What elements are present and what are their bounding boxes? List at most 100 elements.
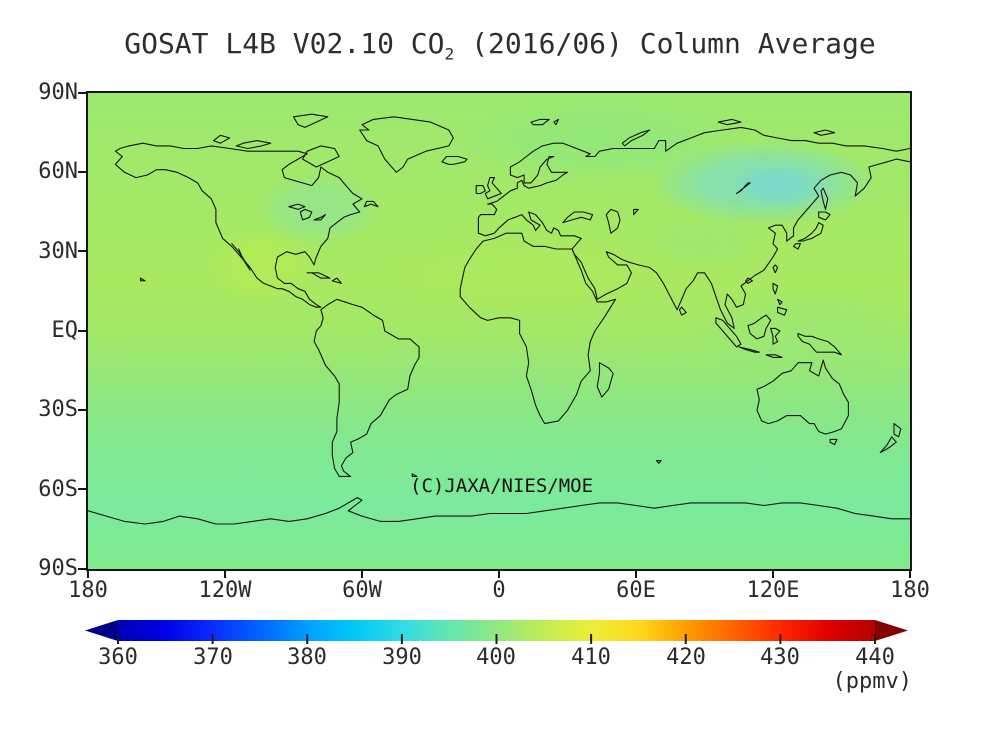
lon-tick-mark [361,569,363,578]
colorbar-tick-label: 410 [571,645,611,670]
colorbar-tick-label: 440 [855,645,895,670]
lon-tick-label: 60E [616,578,656,603]
coastline-segment [717,118,742,126]
lat-tick-label: EQ [51,318,79,343]
chart-title: GOSAT L4B V02.10 CO2 (2016/06) Column Av… [0,26,1000,64]
lat-tick-label: 90S [38,556,78,581]
coastline-segment [655,460,662,464]
lon-tick-label: 180 [890,578,930,603]
coastline-segment [235,140,272,150]
coastline-segment [313,298,420,477]
coastline-segment [477,126,910,329]
lon-tick-label: 180 [68,578,108,603]
lon-tick-mark [909,569,911,578]
coastline-segment [770,327,781,345]
coastlines [88,113,910,525]
lat-tick-label: 90N [38,80,78,105]
coastline-segment [756,359,849,435]
chart-title-subscript: 2 [444,44,455,64]
coastline-segment [818,211,831,221]
lat-tick-label: 30N [38,239,78,264]
coastline-segment [359,116,454,173]
coastline-segment [363,200,379,208]
lon-tick-mark [87,569,89,578]
coastline-segment [88,497,910,525]
lat-tick-mark [78,330,87,332]
coastline-segment [777,306,788,316]
lon-tick-mark [498,569,500,578]
coastline-segment [633,208,639,216]
coastline-segment [484,177,502,200]
chart-title-suffix: (2016/06) Column Average [454,27,876,60]
lat-tick-mark [78,171,87,173]
colorbar-left-arrow [85,620,118,641]
colorbar-tick-marks [117,634,876,644]
lat-tick-mark [78,92,87,94]
east-siberia-low-core [731,164,824,207]
coastline-segment [715,317,742,348]
lon-tick-mark [635,569,637,578]
lon-tick-mark [224,569,226,578]
lon-tick-label: 60W [342,578,382,603]
coastline-segment [114,142,363,308]
coastline-segment [553,118,559,126]
colorbar-tick-label: 380 [287,645,327,670]
colorbar [85,620,908,644]
coastline-segment [605,208,621,234]
lat-tick-label: 60N [38,159,78,184]
lon-tick-label: 120E [746,578,800,603]
coastline-segment [893,423,902,438]
colorbar-tick-label: 400 [476,645,516,670]
coastline-segment [562,211,594,224]
colorbar-tick-label: 360 [98,645,138,670]
coastline-segment [738,346,760,353]
coastline-segment [772,264,779,274]
colorbar-tick-label: 430 [760,645,800,670]
coastline-segment [475,185,486,195]
coastline-segment [747,314,772,340]
coastline-segment [797,222,824,242]
coastline-segment [231,243,251,271]
coastline-segment [411,473,418,477]
world-map [88,93,910,569]
lon-tick-label: 0 [492,578,506,603]
colorbar-right-arrow [875,620,908,641]
coastline-segment [302,145,340,168]
coastline-segment [745,277,754,284]
coastline-segment [735,182,751,195]
lat-tick-mark [78,568,87,570]
coastline-segment [213,134,231,144]
coastline-segment [299,208,313,221]
coastline-segment [813,129,836,136]
lon-tick-mark [772,569,774,578]
coastline-segment [879,436,897,454]
plot-frame: (C)JAXA/NIES/MOE [86,91,912,571]
coastline-segment [772,282,779,295]
coastline-segment [797,333,843,356]
colorbar-tick-label: 420 [666,645,706,670]
lat-tick-mark [78,488,87,490]
coastline-segment [306,272,331,279]
sahara-arabia-high [366,233,687,318]
coastline-segment [441,155,468,165]
chart-title-prefix: GOSAT L4B V02.10 CO [124,27,445,60]
coastline-segment [331,277,342,284]
coastline-segment [765,354,783,358]
mexico-high [206,225,317,305]
colorbar-tick-label: 370 [193,645,233,670]
lat-tick-mark [78,409,87,411]
lat-tick-mark [78,250,87,252]
coastline-segment [678,306,687,316]
coastline-segment [139,277,146,282]
coastline-segment [829,438,838,446]
coastline-segment [777,298,783,306]
barents-scandinavia [453,98,751,183]
coastline-segment [288,203,306,210]
colorbar-tick-label: 390 [382,645,422,670]
lon-tick-label: 120W [198,578,252,603]
coastline-segment [292,113,329,128]
copyright-annotation: (C)JAXA/NIES/MOE [410,475,594,497]
coastline-segment [530,118,550,126]
coastline-segment [820,187,829,210]
